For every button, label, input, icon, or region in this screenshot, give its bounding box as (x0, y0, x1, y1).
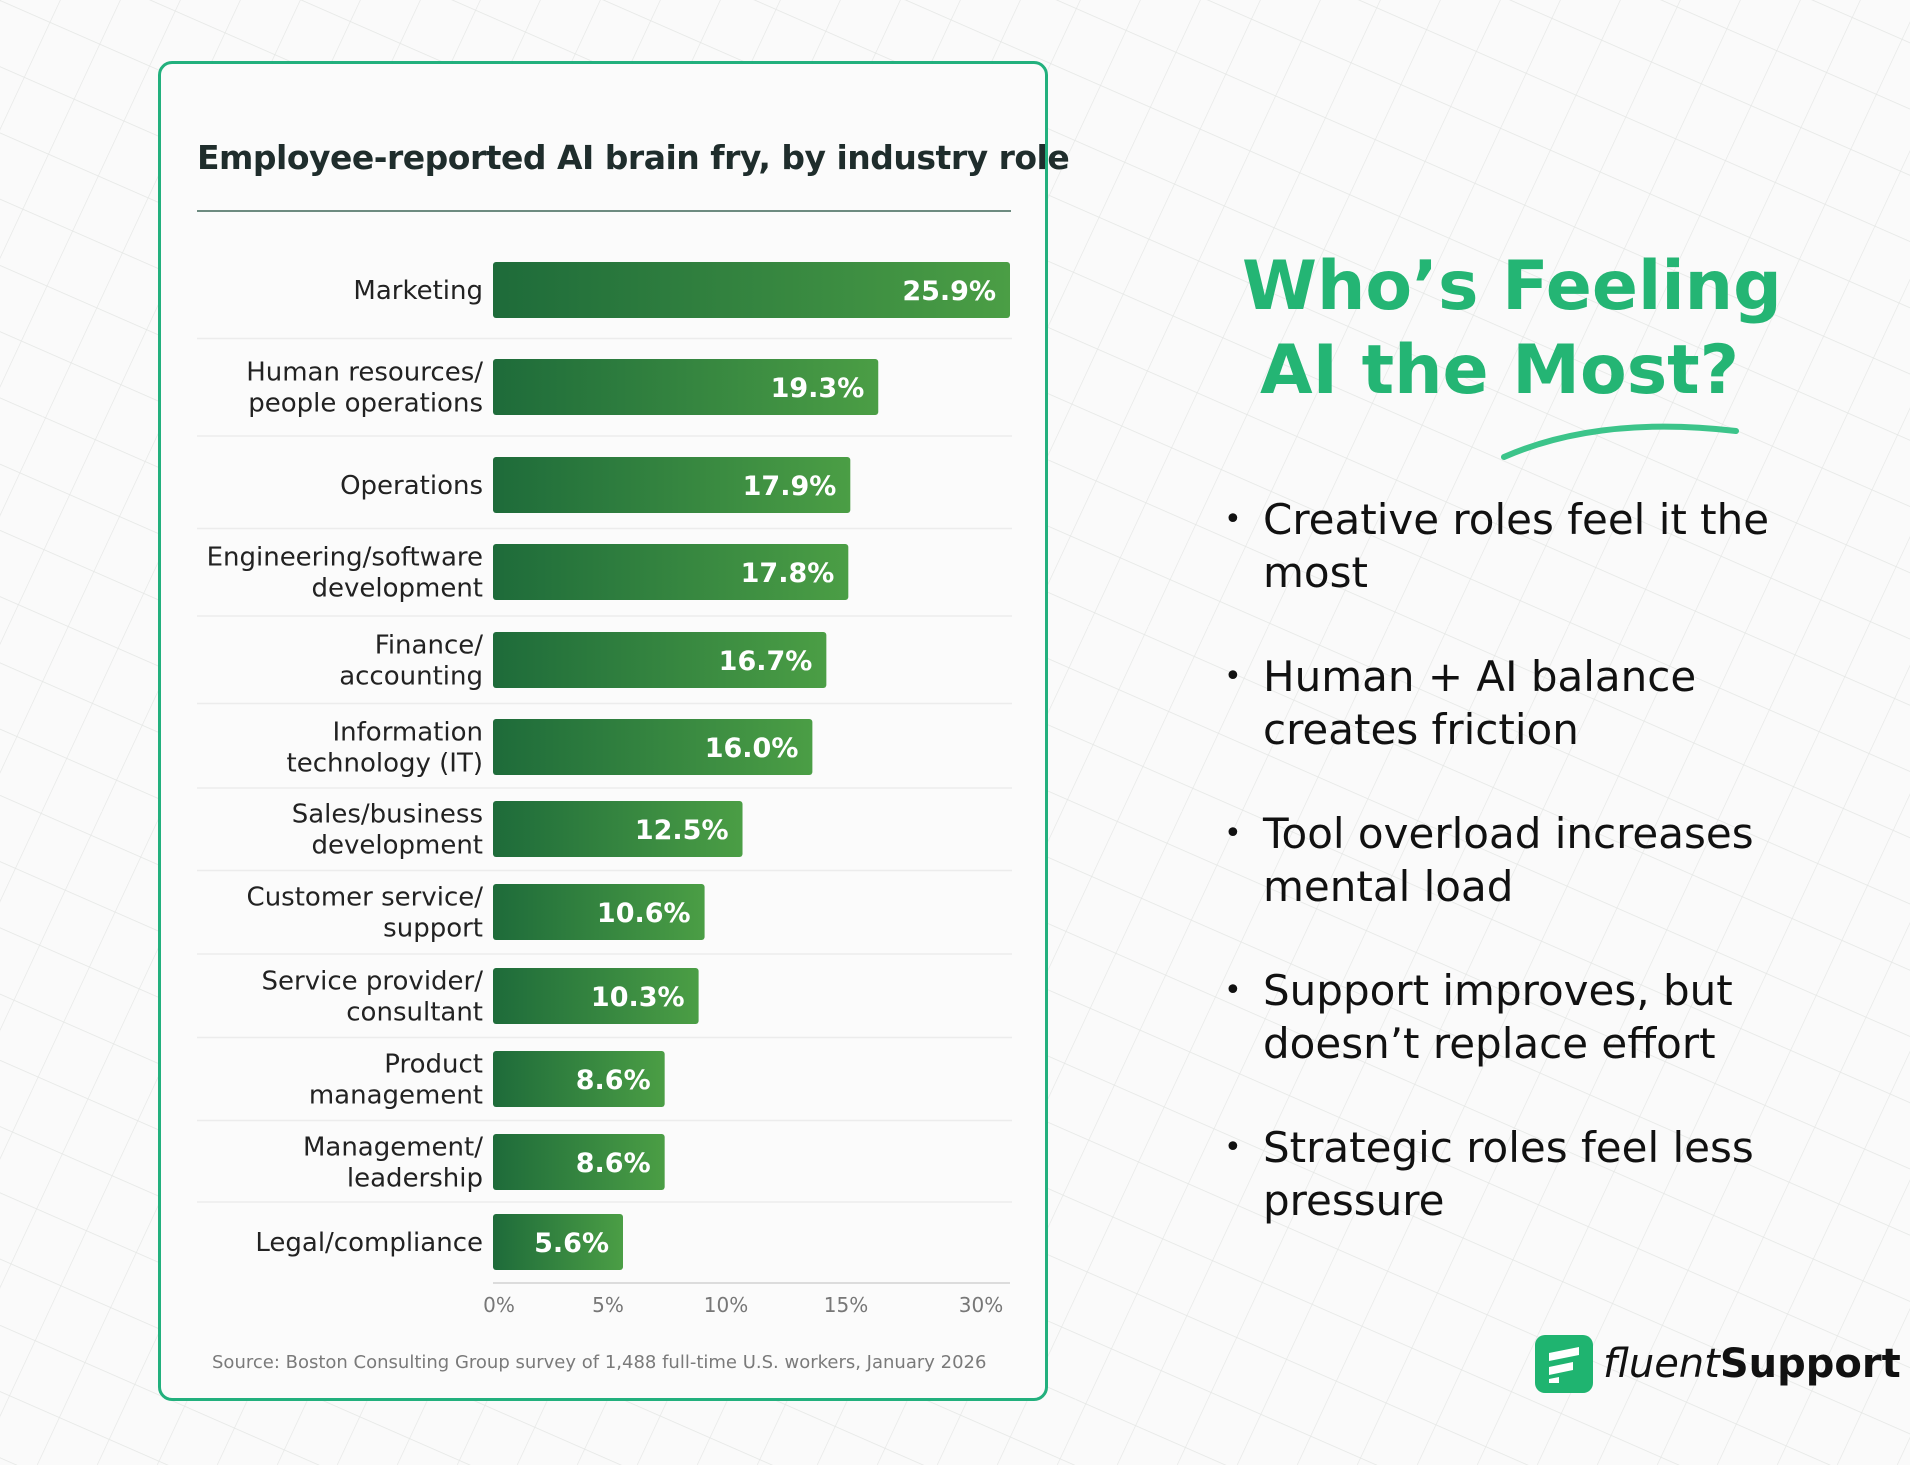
bullet-icon: • (1224, 973, 1242, 1008)
category-label: Marketing (353, 276, 483, 306)
bar-value-label: 10.6% (597, 898, 691, 929)
bar-value-label: 19.3% (771, 373, 865, 404)
bar (493, 801, 743, 857)
bar-value-label: 10.3% (591, 982, 685, 1013)
category-label: Product management (309, 1050, 483, 1111)
logo-text-fluent: fluent (1603, 1341, 1720, 1387)
x-tick-label: 5% (592, 1293, 624, 1317)
x-tick-label: 30% (959, 1293, 1003, 1317)
bar-value-label: 17.9% (743, 471, 837, 502)
logo-icon (1535, 1335, 1593, 1393)
side-heading: Who’s Feeling AI the Most? (1242, 245, 1782, 413)
bar-value-label: 17.8% (741, 558, 835, 589)
x-tick-label: 0% (483, 1293, 515, 1317)
underline-swoosh (1501, 423, 1739, 460)
bullet-item: • Creative roles feel it the most (1224, 495, 1770, 597)
takeaway-list: • Creative roles feel it the most • Human … (1220, 493, 1823, 1278)
bar (493, 884, 705, 940)
bar (493, 457, 851, 513)
bullet-icon: • (1224, 816, 1242, 851)
bar (493, 968, 699, 1024)
category-label: Legal/compliance (255, 1228, 483, 1258)
category-label: Human resources/people operations (246, 358, 483, 419)
bar-value-label: 25.9% (902, 276, 996, 307)
bullet-icon: • (1224, 1130, 1242, 1165)
bar (493, 632, 827, 688)
bar (493, 1134, 665, 1190)
x-tick-label: 10% (704, 1293, 748, 1317)
heading-line-2: AI the Most? (1260, 331, 1740, 410)
bar-value-label: 16.0% (705, 733, 799, 764)
category-label: Operations (340, 471, 483, 501)
category-label: Service provider/consultant (262, 967, 484, 1028)
bar (493, 1214, 623, 1270)
bullet-item: • Strategic roles feel less pressure (1224, 1123, 1754, 1225)
bar-value-label: 8.6% (576, 1065, 651, 1096)
chart-source: Source: Boston Consulting Group survey o… (212, 1352, 987, 1373)
bar (493, 262, 1010, 318)
bullet-icon: • (1224, 659, 1242, 694)
category-label: Engineering/software development (207, 543, 483, 604)
fluent-support-logo: fluentSupport (1535, 1335, 1901, 1393)
category-label: Sales/business development (292, 800, 483, 861)
bar (493, 544, 849, 600)
logo-text-support: Support (1719, 1341, 1901, 1387)
bar-value-label: 12.5% (635, 815, 729, 846)
bullet-item: • Support improves, but doesn’t replace e… (1224, 966, 1733, 1068)
category-label: Customer service/support (247, 883, 484, 944)
bar-value-label: 5.6% (534, 1228, 609, 1259)
bar (493, 719, 813, 775)
chart-title: Employee-reported AI brain fry, by indus… (197, 138, 1070, 177)
bullet-item: • Human + AI balance creates friction (1224, 652, 1697, 754)
heading-line-1: Who’s Feeling (1242, 247, 1782, 326)
bar (493, 359, 879, 415)
category-label: Management/leadership (303, 1133, 483, 1194)
bar (493, 1051, 665, 1107)
category-label: Finance/accounting (339, 631, 483, 692)
bar-value-label: 8.6% (576, 1148, 651, 1179)
x-tick-label: 15% (824, 1293, 868, 1317)
bar-value-label: 16.7% (719, 646, 813, 677)
bullet-item: • Tool overload increases mental load (1224, 809, 1754, 911)
bullet-icon: • (1224, 502, 1242, 537)
title-divider (197, 210, 1011, 212)
category-label: Information technology (IT) (287, 718, 483, 779)
